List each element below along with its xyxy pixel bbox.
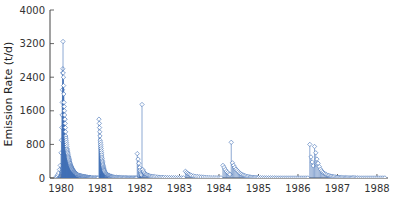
axes: 0 800 1600 2400 3200 4000 1980 1981 1982 1983 1984…	[20, 5, 390, 195]
stem-marker	[134, 176, 138, 178]
stem	[140, 102, 144, 178]
x-tick-label: 1981	[88, 183, 113, 194]
x-tick-label: 1984	[206, 183, 231, 194]
stem-marker	[97, 117, 101, 121]
stem	[228, 172, 232, 178]
stem-marker	[62, 100, 66, 104]
y-tick-label: 800	[26, 139, 45, 150]
x-tick-label: 1987	[325, 183, 350, 194]
stem-marker	[63, 117, 67, 121]
stem-marker	[136, 157, 140, 161]
stem	[219, 176, 223, 178]
stem-marker	[61, 39, 65, 43]
stem-marker	[219, 176, 223, 178]
stem-marker	[63, 125, 67, 129]
stem	[135, 176, 139, 178]
stem-marker	[62, 92, 66, 96]
stem-marker	[137, 161, 141, 165]
stem-marker	[97, 121, 101, 125]
stem-marker	[140, 102, 144, 106]
stem-marker	[60, 71, 64, 75]
stem-marker	[181, 176, 185, 178]
chart: 0 800 1600 2400 3200 4000 1980 1981 1982 1983 1984…	[0, 0, 400, 200]
stem-marker	[135, 176, 139, 178]
stem-marker	[229, 140, 233, 144]
stem-marker	[62, 113, 66, 117]
stem-marker	[311, 164, 315, 168]
stem	[311, 164, 315, 178]
stem	[306, 176, 310, 178]
stem-marker	[62, 104, 66, 108]
stem-marker	[306, 176, 310, 178]
stem-marker	[63, 117, 67, 121]
stem-marker	[62, 109, 66, 113]
stem-line	[63, 73, 64, 178]
stem	[312, 144, 316, 178]
x-tick-label: 1988	[364, 183, 389, 194]
y-axis-line	[50, 10, 51, 178]
stem-marker	[63, 121, 67, 125]
y-tick-label: 3200	[20, 38, 45, 49]
stem-marker	[309, 155, 313, 159]
stem	[308, 142, 312, 178]
stems	[54, 39, 387, 178]
stem-line	[315, 153, 316, 178]
stem	[310, 160, 314, 178]
stem-line	[309, 144, 310, 178]
stem	[229, 140, 233, 178]
y-tick-label: 0	[39, 173, 45, 184]
y-tick	[50, 144, 54, 145]
stem-marker	[63, 130, 67, 134]
stem-marker	[228, 172, 232, 176]
stem-marker	[314, 151, 318, 155]
y-tick	[50, 43, 54, 44]
x-tick-label: 1986	[285, 183, 310, 194]
stem-marker	[61, 75, 65, 79]
y-tick-label: 4000	[20, 5, 45, 16]
stem-marker	[312, 144, 316, 148]
x-tick-label: 1982	[127, 183, 152, 194]
y-tick-label: 1600	[20, 105, 45, 116]
x-tick-label: 1983	[167, 183, 192, 194]
stem-line	[142, 105, 143, 179]
stem-marker	[315, 157, 319, 161]
stem-marker	[97, 125, 101, 129]
stem-line	[231, 142, 232, 178]
stem	[383, 176, 387, 178]
stem-marker	[61, 71, 65, 75]
x-tick-label: 1980	[48, 183, 73, 194]
y-tick	[50, 10, 54, 11]
x-tick-label: 1985	[246, 183, 271, 194]
y-tick	[50, 110, 54, 111]
stem	[181, 176, 185, 178]
stem-marker	[98, 130, 102, 134]
y-tick	[50, 77, 54, 78]
stem-marker	[61, 83, 65, 87]
stem-marker	[383, 176, 387, 178]
stem-marker	[135, 151, 139, 155]
stem	[134, 176, 138, 178]
y-tick-label: 2400	[20, 72, 45, 83]
stem-line	[311, 157, 312, 178]
y-axis-label: Emission Rate (t/d)	[2, 42, 15, 147]
stem-marker	[308, 142, 312, 146]
stem-marker	[98, 134, 102, 138]
